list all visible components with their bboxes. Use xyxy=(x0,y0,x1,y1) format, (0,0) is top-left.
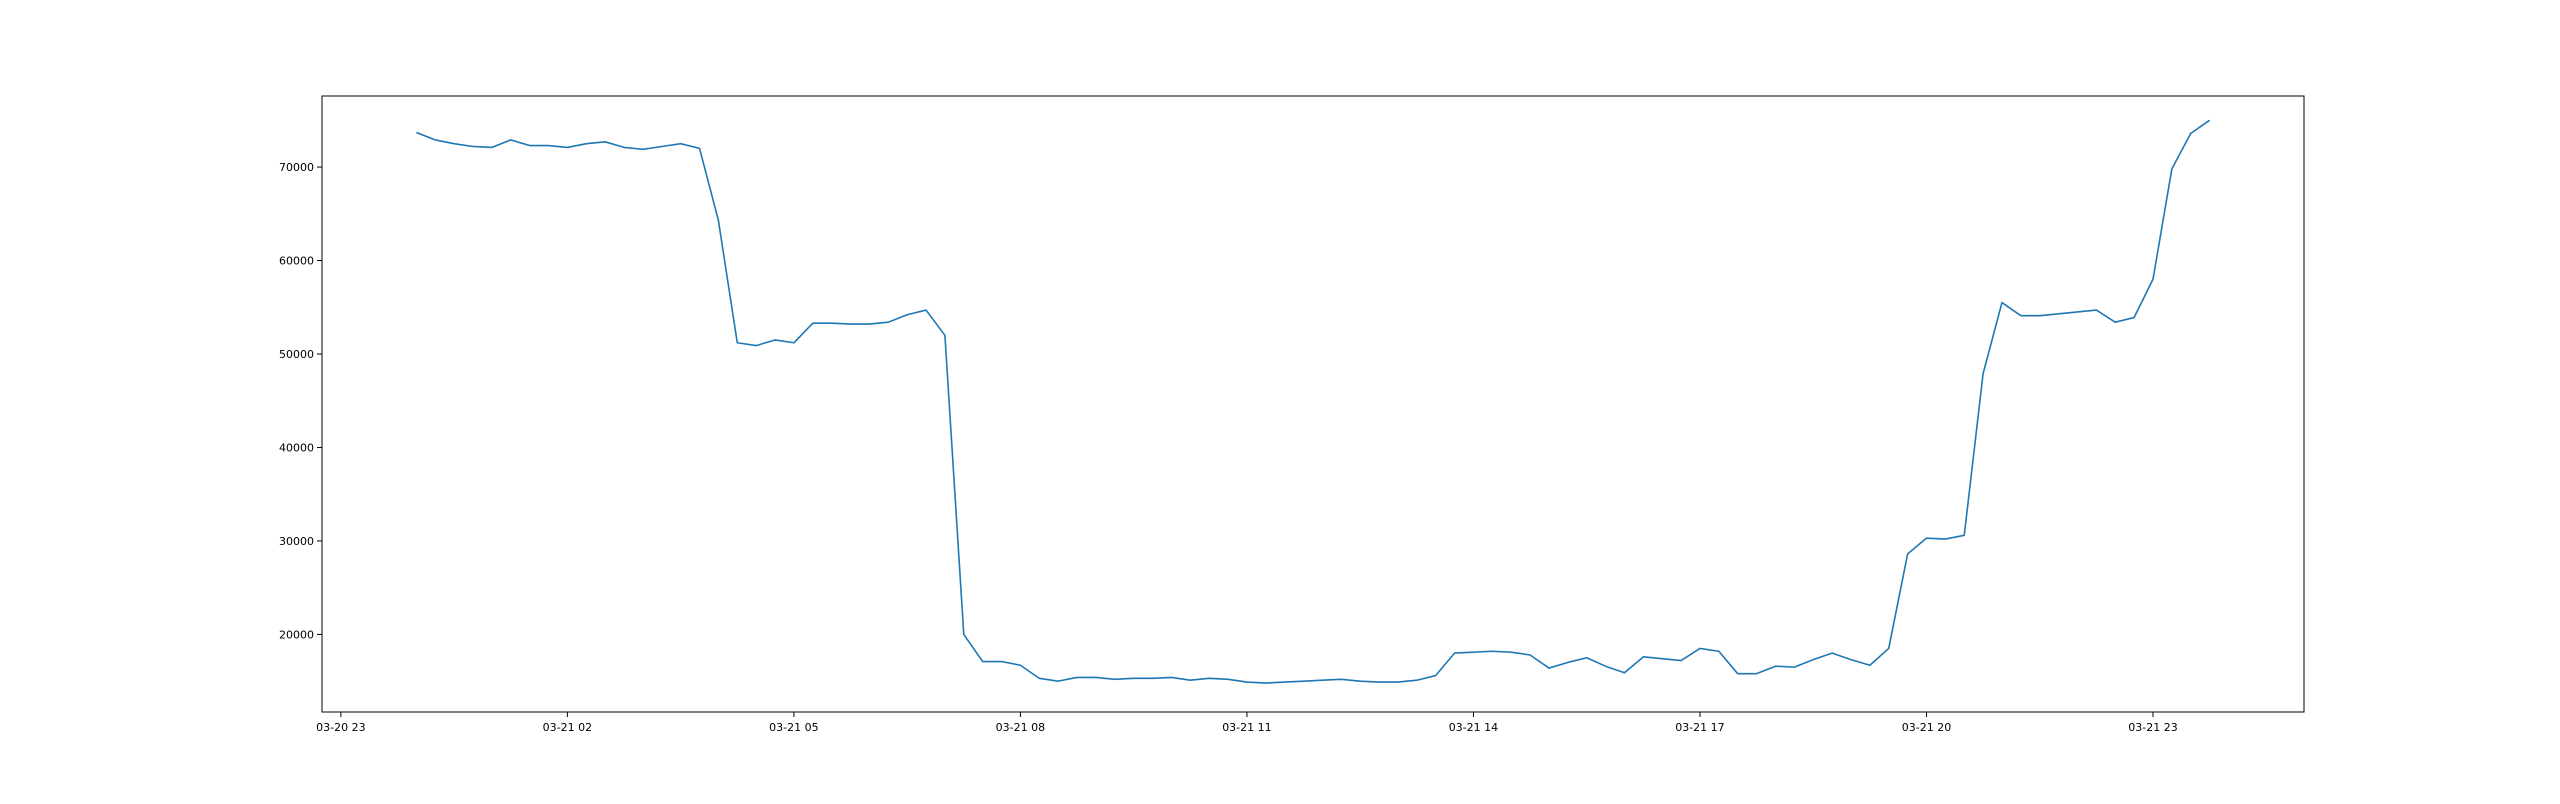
y-tick-label: 20000 xyxy=(279,628,314,641)
series-line xyxy=(416,119,2211,684)
y-tick-label: 60000 xyxy=(279,255,314,268)
x-tick-label: 03-21 23 xyxy=(2128,721,2177,734)
x-tick-label: 03-21 17 xyxy=(1675,721,1724,734)
x-tick-label: 03-21 20 xyxy=(1902,721,1951,734)
x-tick-label: 03-21 11 xyxy=(1222,721,1271,734)
x-tick-label: 03-21 05 xyxy=(769,721,818,734)
plot-frame xyxy=(321,95,2305,713)
x-tick-label: 03-21 02 xyxy=(543,721,592,734)
x-tick-label: 03-21 08 xyxy=(996,721,1045,734)
y-tick-label: 30000 xyxy=(279,535,314,548)
x-tick-label: 03-21 14 xyxy=(1449,721,1498,734)
y-tick-label: 50000 xyxy=(279,348,314,361)
x-tick-label: 03-20 23 xyxy=(316,721,365,734)
y-tick-label: 40000 xyxy=(279,441,314,454)
y-tick-label: 70000 xyxy=(279,161,314,174)
